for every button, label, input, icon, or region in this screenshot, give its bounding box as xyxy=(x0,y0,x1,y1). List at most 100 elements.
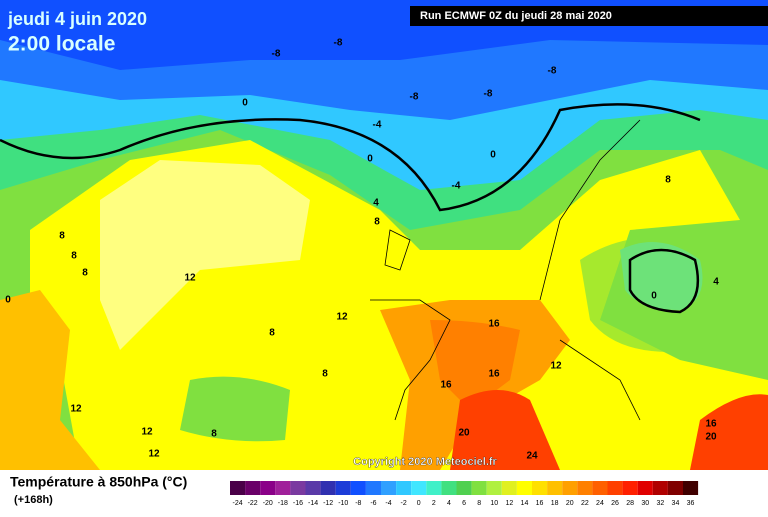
colorbar-label: -16 xyxy=(293,500,303,507)
color-swatch xyxy=(652,481,668,495)
color-swatch xyxy=(335,481,351,495)
color-swatch xyxy=(516,481,532,495)
temperature-field xyxy=(0,0,768,470)
color-swatch xyxy=(501,481,517,495)
colorbar-label: 0 xyxy=(417,500,421,507)
color-swatch xyxy=(456,481,472,495)
contour-label: 12 xyxy=(550,361,562,372)
colorbar-label: -6 xyxy=(370,500,376,507)
colorbar-label: 4 xyxy=(447,500,451,507)
lead-time: (+168h) xyxy=(14,494,53,506)
legend-title: Température à 850hPa (°C) xyxy=(10,474,187,490)
color-swatch xyxy=(637,481,653,495)
field xyxy=(430,320,520,410)
contour-label: -4 xyxy=(373,120,382,131)
contour-label: 24 xyxy=(526,451,538,462)
color-swatch xyxy=(230,481,246,495)
color-swatch xyxy=(305,481,321,495)
contour-label: 8 xyxy=(71,251,77,262)
colorbar-label: -18 xyxy=(278,500,288,507)
color-swatch xyxy=(275,481,291,495)
contour-label: 12 xyxy=(336,312,348,323)
colorbar-label: 32 xyxy=(656,500,664,507)
run-banner xyxy=(410,6,768,26)
colorbar-label: 24 xyxy=(596,500,604,507)
copyright: Copyright 2020 Meteociel.fr xyxy=(353,456,497,468)
field xyxy=(100,160,310,350)
colorbar-label: -8 xyxy=(355,500,361,507)
contour-label: 16 xyxy=(488,319,500,330)
contour-label: -8 xyxy=(410,92,419,103)
run-info: Run ECMWF 0Z du jeudi 28 mai 2020 xyxy=(420,10,612,22)
contour-label: 8 xyxy=(59,231,65,242)
contour-label: 20 xyxy=(458,428,470,439)
contour-label: 0 xyxy=(490,150,496,161)
color-swatch xyxy=(320,481,336,495)
forecast-time: 2:00 locale xyxy=(8,33,115,56)
contour-label: 0 xyxy=(242,98,248,109)
colorbar-label: 8 xyxy=(477,500,481,507)
contour-label: 16 xyxy=(488,369,500,380)
contour-label: 4 xyxy=(713,277,719,288)
zero-isotherm xyxy=(628,248,700,314)
contour-label: 0 xyxy=(651,291,657,302)
field xyxy=(450,390,560,470)
color-swatch xyxy=(245,481,261,495)
color-swatch xyxy=(667,481,683,495)
colorbar-label: -12 xyxy=(323,500,333,507)
colorbar-label: 10 xyxy=(490,500,498,507)
colorbar-label: 36 xyxy=(687,500,695,507)
colorbar-label: 18 xyxy=(551,500,559,507)
field xyxy=(580,237,727,352)
colorbar-label: 2 xyxy=(432,500,436,507)
colorbar-label: -22 xyxy=(248,500,258,507)
colorbar-label: -10 xyxy=(338,500,348,507)
contour-label: 8 xyxy=(269,328,275,339)
color-swatch xyxy=(683,481,699,495)
coastline xyxy=(370,119,641,421)
contour-label: 8 xyxy=(665,175,671,186)
contour-label: 12 xyxy=(148,449,160,460)
contour-label: 12 xyxy=(184,273,196,284)
contour-label: -8 xyxy=(272,49,281,60)
color-swatch xyxy=(607,481,623,495)
colorbar-label: 34 xyxy=(672,500,680,507)
contour-label: 8 xyxy=(82,268,88,279)
colorbar-label: -2 xyxy=(401,500,407,507)
color-swatch xyxy=(577,481,593,495)
contour-label: -8 xyxy=(484,89,493,100)
contour-label: 12 xyxy=(141,427,153,438)
contour-label: 8 xyxy=(211,429,217,440)
contour-label: 20 xyxy=(705,432,717,443)
contour-label: 12 xyxy=(70,404,82,415)
color-swatch xyxy=(562,481,578,495)
colorbar-label: 30 xyxy=(641,500,649,507)
colorbar: -24 -22 -20 -18 -16 -14 -12 -10 -8 -6 -4 -2 0 2 4 6 8 10 1… xyxy=(230,481,699,507)
contour-label: 4 xyxy=(373,198,379,209)
color-swatch xyxy=(622,481,638,495)
color-swatch xyxy=(592,481,608,495)
field xyxy=(180,376,290,442)
colorbar-label: 22 xyxy=(581,500,589,507)
color-swatch xyxy=(426,481,442,495)
colorbar-label: -4 xyxy=(385,500,391,507)
color-swatch xyxy=(471,481,487,495)
color-swatch xyxy=(547,481,563,495)
color-swatch xyxy=(532,481,548,495)
contour-label: -4 xyxy=(452,181,461,192)
contour-label: 8 xyxy=(374,217,380,228)
colorbar-label: 26 xyxy=(611,500,619,507)
field xyxy=(690,394,768,470)
color-swatch xyxy=(365,481,381,495)
color-swatch xyxy=(396,481,412,495)
colorbar-label: -14 xyxy=(308,500,318,507)
colorbar-label: 20 xyxy=(566,500,574,507)
colorbar-label: -24 xyxy=(232,500,242,507)
colorbar-label: 28 xyxy=(626,500,634,507)
contour-label: 16 xyxy=(440,380,452,391)
colorbar-label: 16 xyxy=(536,500,544,507)
zero-isotherm xyxy=(0,103,701,212)
colorbar-label: 12 xyxy=(505,500,513,507)
contour-label: -8 xyxy=(548,66,557,77)
